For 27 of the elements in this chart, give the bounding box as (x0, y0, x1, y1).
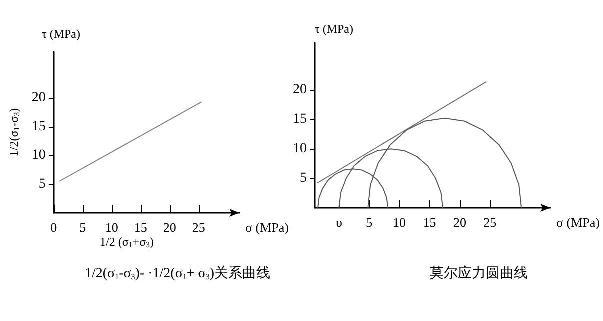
chart-title: 1/2(σ1-σ3)- ·1/2(σ1+ σ3)关系曲线 (85, 266, 271, 282)
x-tick-label: 10 (393, 215, 406, 230)
x-tick-label: 15 (423, 215, 436, 230)
y-tick-label: 15 (32, 119, 46, 134)
x-tick-label: 25 (192, 220, 206, 235)
y-tick-label: 20 (32, 90, 46, 106)
x-tick-label: 5 (80, 220, 86, 235)
x-tick-label: 5 (366, 215, 373, 230)
x-tick-label: 25 (484, 215, 497, 230)
y-tick-label: 10 (32, 148, 46, 163)
y-tick-label: 20 (293, 82, 307, 98)
text: 莫尔应力圆曲线 (430, 266, 528, 282)
y-tick-label: 5 (300, 171, 307, 186)
x-tick-label: 20 (163, 220, 176, 235)
x-tick-label: 0 (50, 220, 58, 235)
x-tick-label: υ (336, 215, 342, 230)
y-tick-label: 10 (293, 142, 307, 157)
text: τ (MPa) (42, 27, 80, 41)
y-tick-label: 5 (38, 176, 46, 192)
x-axis-title: σ (MPa) (556, 215, 600, 230)
x-tick-label: 15 (134, 220, 148, 235)
x-axis-title: σ (MPa) (246, 220, 290, 235)
y-axis-title: 1/2(σ1-σ3) (7, 108, 22, 157)
x-tick-label: 10 (105, 220, 118, 235)
x-tick-label: 20 (453, 215, 466, 230)
y-axis-title: τ (MPa) (315, 22, 354, 36)
y-tick-label: 15 (293, 112, 307, 128)
